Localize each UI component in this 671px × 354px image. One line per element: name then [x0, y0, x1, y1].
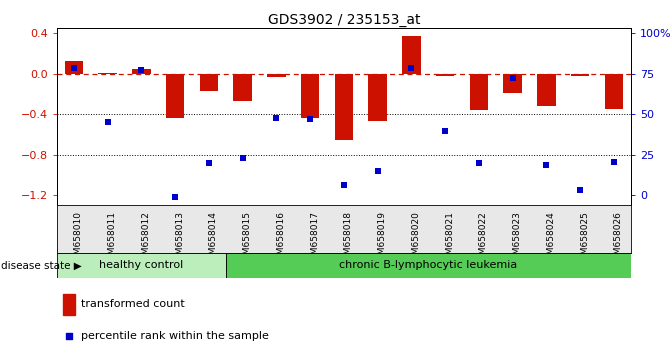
Text: GSM658017: GSM658017 [310, 211, 319, 266]
Bar [63, 294, 75, 315]
Bar [605, 74, 623, 109]
Point [372, 168, 383, 174]
Bar [503, 74, 522, 93]
Point [575, 187, 586, 193]
Text: GSM658020: GSM658020 [411, 211, 421, 266]
Text: GSM658018: GSM658018 [344, 211, 353, 266]
Bar [301, 74, 319, 118]
Bar [99, 73, 117, 74]
Point [68, 65, 79, 70]
Bar [166, 74, 185, 118]
Point [474, 160, 484, 166]
Text: transformed count: transformed count [81, 299, 185, 309]
Bar [199, 74, 218, 91]
Bar [537, 74, 556, 106]
Point [102, 120, 113, 125]
Point [339, 182, 350, 188]
Text: GSM658019: GSM658019 [378, 211, 386, 266]
Bar [571, 74, 589, 76]
Text: GSM658021: GSM658021 [445, 211, 454, 266]
Text: GSM658012: GSM658012 [142, 211, 150, 266]
Text: disease state ▶: disease state ▶ [1, 261, 82, 270]
Text: GSM658015: GSM658015 [243, 211, 252, 266]
Text: GSM658023: GSM658023 [513, 211, 521, 266]
Bar [267, 74, 286, 77]
Point [203, 160, 214, 166]
Point [406, 65, 417, 70]
Bar [402, 36, 421, 74]
Bar [335, 74, 353, 139]
Point [541, 162, 552, 168]
Text: GSM658010: GSM658010 [74, 211, 83, 266]
Bar [132, 69, 151, 74]
Title: GDS3902 / 235153_at: GDS3902 / 235153_at [268, 13, 420, 27]
Bar [225, 253, 631, 278]
Bar [436, 74, 454, 76]
Point [507, 75, 518, 81]
Text: GSM658013: GSM658013 [175, 211, 184, 266]
Text: GSM658011: GSM658011 [107, 211, 117, 266]
Point [238, 155, 248, 161]
Point [271, 115, 282, 121]
Bar [470, 74, 488, 110]
Bar [368, 74, 387, 121]
Point [136, 67, 147, 73]
Point [64, 333, 74, 339]
Text: healthy control: healthy control [99, 261, 184, 270]
Text: GSM658024: GSM658024 [546, 211, 556, 266]
Point [170, 194, 180, 200]
Text: chronic B-lymphocytic leukemia: chronic B-lymphocytic leukemia [339, 261, 517, 270]
Text: GSM658014: GSM658014 [209, 211, 218, 266]
Text: GSM658025: GSM658025 [580, 211, 589, 266]
Text: percentile rank within the sample: percentile rank within the sample [81, 331, 269, 341]
Point [440, 129, 450, 134]
Point [305, 116, 315, 122]
Text: GSM658022: GSM658022 [479, 211, 488, 266]
Bar [57, 253, 225, 278]
Point [609, 159, 619, 165]
Text: GSM658016: GSM658016 [276, 211, 285, 266]
Bar [234, 74, 252, 101]
Text: GSM658026: GSM658026 [614, 211, 623, 266]
Bar [64, 61, 83, 74]
